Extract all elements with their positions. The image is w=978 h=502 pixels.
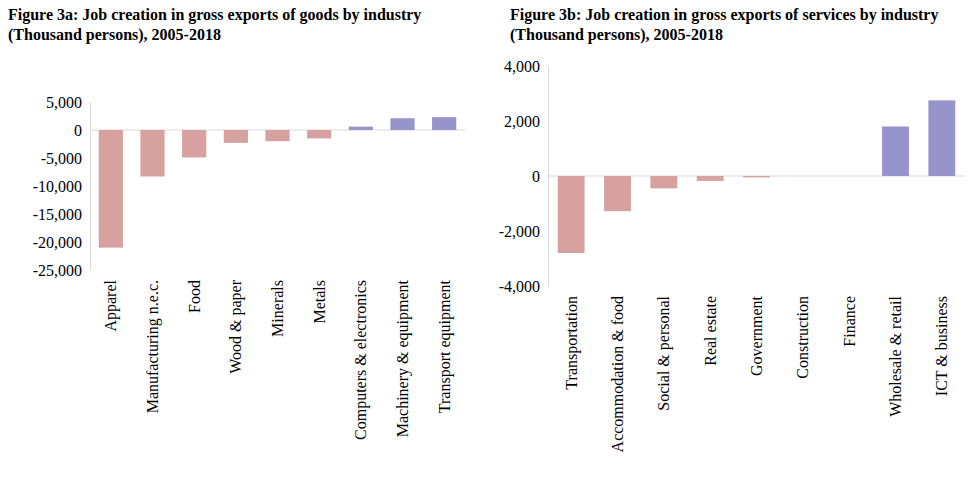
y-tick: 5,000 [46, 94, 90, 111]
bar [836, 176, 863, 177]
y-axis: 4,000 2,000 0 -2,000 -4,000 [499, 58, 549, 295]
x-tick: Food [186, 280, 203, 313]
x-tick-label: ICT & business [933, 296, 950, 396]
bar [307, 130, 331, 138]
x-tick-label: Construction [794, 296, 811, 379]
bar [743, 176, 770, 177]
x-tick-label: Wholesale & retail [887, 295, 904, 416]
y-tick: -20,000 [33, 234, 90, 251]
x-tick-label: Metals [311, 280, 328, 324]
x-tick-label: Government [748, 295, 765, 376]
x-axis: Transportation Accommodation & food Social… [563, 295, 951, 452]
bar [182, 130, 206, 157]
y-tick: -2,000 [499, 223, 548, 240]
x-tick: Accommodation & food [609, 296, 626, 452]
x-tick: Construction [794, 296, 811, 379]
y-tick: 0 [532, 168, 548, 185]
x-tick-label: Machinery & equipment [394, 279, 412, 437]
x-tick: Computers & electronics [352, 280, 370, 440]
x-tick: Metals [311, 280, 328, 324]
y-tick-label: 5,000 [46, 94, 82, 111]
y-tick-label: -5,000 [41, 150, 82, 167]
figure: Figure 3a: Job creation in gross exports… [0, 0, 978, 502]
y-tick: -5,000 [41, 150, 90, 167]
y-tick-label: -2,000 [499, 223, 540, 240]
y-tick: -25,000 [33, 262, 90, 279]
x-tick: Real estate [702, 296, 719, 366]
y-tick: -4,000 [499, 278, 548, 295]
x-tick: Machinery & equipment [394, 279, 412, 437]
x-tick-label: Apparel [102, 279, 120, 331]
y-tick-label: -15,000 [33, 206, 82, 223]
x-tick: Transport equipment [436, 279, 454, 413]
x-tick-label: Transportation [563, 296, 581, 390]
y-tick-label: -4,000 [499, 278, 540, 295]
y-tick: 0 [74, 122, 90, 139]
x-tick-label: Real estate [702, 296, 719, 366]
x-axis: Apparel Manufacturing n.e.c. Food Wood & pa… [102, 279, 453, 440]
x-tick-label: Manufacturing n.e.c. [144, 280, 162, 413]
x-tick-label: Social & personal [655, 295, 673, 410]
x-tick: Social & personal [655, 295, 673, 410]
x-tick: Transportation [563, 296, 581, 390]
x-tick-label: Wood & paper [227, 279, 245, 373]
bar [882, 127, 909, 177]
x-tick: Government [748, 295, 765, 376]
x-tick: Wholesale & retail [887, 295, 904, 416]
bar [390, 118, 414, 130]
title: Figure 3a: Job creation in gross exports… [8, 6, 421, 44]
y-tick-label: -25,000 [33, 262, 82, 279]
x-tick-label: Finance [841, 296, 858, 347]
chart: Figure 3b: Job creation in gross exports… [499, 6, 965, 452]
bar [224, 130, 248, 143]
y-tick: -10,000 [33, 178, 90, 195]
bar [140, 130, 164, 176]
x-tick-label: Accommodation & food [609, 296, 626, 452]
y-axis-line [90, 103, 91, 271]
bars [99, 117, 457, 247]
y-tick-label: 4,000 [504, 58, 540, 75]
bar [928, 100, 955, 176]
y-tick: 4,000 [504, 58, 548, 75]
bar [789, 176, 816, 177]
chart: Figure 3a: Job creation in gross exports… [8, 6, 465, 440]
y-tick-label: 0 [532, 168, 540, 185]
bar [558, 176, 585, 253]
bar [697, 176, 724, 181]
bar [99, 130, 123, 248]
x-tick-label: Minerals [269, 280, 286, 337]
bar [604, 176, 631, 211]
bar [349, 127, 373, 130]
bar [265, 130, 289, 141]
y-tick-label: 2,000 [504, 113, 540, 130]
x-tick-label: Food [186, 280, 203, 313]
y-tick-label: -10,000 [33, 178, 82, 195]
x-tick-label: Computers & electronics [352, 280, 370, 440]
y-tick-label: -20,000 [33, 234, 82, 251]
y-tick-label: 0 [74, 122, 82, 139]
y-axis: 5,000 0 -5,000 -10,000 -15,000 -20,000 -25,000 [33, 94, 91, 279]
x-tick: Manufacturing n.e.c. [144, 280, 162, 413]
x-tick-label: Transport equipment [436, 279, 454, 413]
y-tick: 2,000 [504, 113, 548, 130]
x-tick: Wood & paper [227, 279, 245, 373]
x-tick: ICT & business [933, 296, 950, 396]
x-tick: Finance [841, 296, 858, 347]
bar [650, 176, 677, 188]
x-tick: Apparel [102, 279, 120, 331]
y-tick: -15,000 [33, 206, 90, 223]
title: Figure 3b: Job creation in gross exports… [510, 6, 938, 44]
x-tick: Minerals [269, 280, 286, 337]
bar [432, 117, 456, 130]
bars [558, 100, 956, 253]
